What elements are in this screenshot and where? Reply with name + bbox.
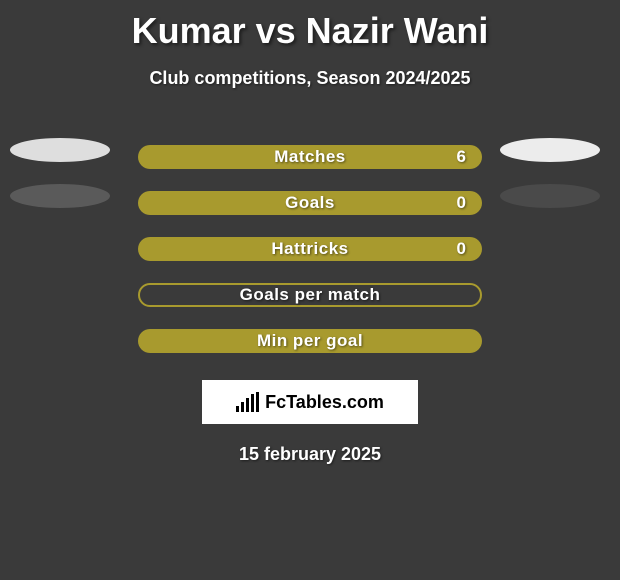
page-subtitle: Club competitions, Season 2024/2025 [0, 68, 620, 89]
stat-bar: Hattricks 0 [138, 237, 482, 261]
logo-text: FcTables.com [265, 392, 384, 413]
stat-bar: Goals 0 [138, 191, 482, 215]
stat-label: Hattricks [271, 239, 348, 259]
pill-right [500, 138, 600, 162]
stat-bar: Matches 6 [138, 145, 482, 169]
stat-value: 0 [457, 193, 466, 213]
page-title: Kumar vs Nazir Wani [0, 0, 620, 52]
stat-row-goals-per-match: Goals per match [0, 272, 620, 318]
stat-row-goals: Goals 0 [0, 180, 620, 226]
pill-left [10, 184, 110, 208]
stat-bar: Goals per match [138, 283, 482, 307]
stat-label: Matches [274, 147, 346, 167]
date-label: 15 february 2025 [0, 444, 620, 465]
stat-label: Min per goal [257, 331, 363, 351]
stat-value: 6 [457, 147, 466, 167]
stat-value: 0 [457, 239, 466, 259]
stats-container: Matches 6 Goals 0 Hattricks 0 Goals per … [0, 134, 620, 364]
stat-label: Goals per match [240, 285, 381, 305]
logo-box: FcTables.com [202, 380, 418, 424]
stat-row-min-per-goal: Min per goal [0, 318, 620, 364]
chart-icon [236, 392, 259, 412]
pill-right [500, 184, 600, 208]
stat-label: Goals [285, 193, 335, 213]
stat-row-hattricks: Hattricks 0 [0, 226, 620, 272]
stat-bar: Min per goal [138, 329, 482, 353]
stat-row-matches: Matches 6 [0, 134, 620, 180]
pill-left [10, 138, 110, 162]
